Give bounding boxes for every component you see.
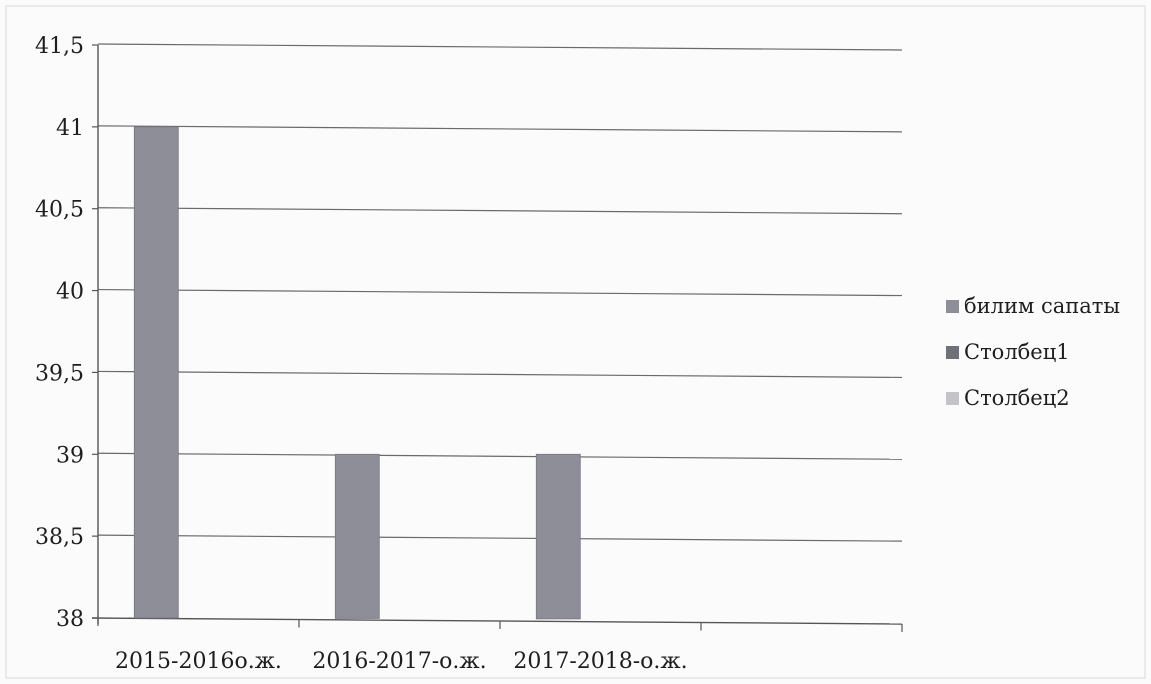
gridline — [97, 370, 903, 379]
gridline — [97, 288, 903, 297]
x-tick-labels: 2015-2016о.ж. 2016-2017-о.ж. 2017-2018-о.ж… — [115, 649, 688, 674]
legend-swatch — [946, 392, 959, 405]
y-tick-label: 38 — [56, 607, 84, 632]
x-tick-label: 2016-2017-о.ж. — [312, 649, 486, 674]
gridline — [97, 43, 903, 51]
y-tick-label: 39,5 — [35, 361, 84, 386]
y-tick-label: 38,5 — [35, 525, 84, 550]
y-tick-label: 39 — [56, 443, 84, 468]
gridline — [97, 125, 903, 133]
legend-swatch — [946, 346, 959, 359]
axes — [91, 44, 903, 632]
legend-label: Столбец1 — [964, 340, 1070, 364]
x-axis-line — [91, 617, 903, 625]
legend-label: Столбец2 — [964, 386, 1070, 410]
legend: билим сапаты Столбец1 Столбец2 — [946, 294, 1120, 410]
x-tick-label: 2015-2016о.ж. — [115, 649, 282, 674]
legend-swatch — [946, 300, 959, 313]
legend-label: билим сапаты — [964, 294, 1120, 318]
y-tick-label: 40 — [56, 280, 84, 305]
gridline — [97, 207, 903, 215]
grid-lines — [97, 43, 903, 542]
gridline — [97, 452, 903, 460]
y-tick-label: 41 — [56, 116, 84, 141]
gridline — [97, 534, 903, 542]
bars — [133, 126, 581, 620]
y-tick-label: 40,5 — [35, 198, 84, 223]
bar — [535, 453, 581, 620]
chart-frame — [5, 5, 1146, 679]
bar — [133, 126, 179, 619]
x-tick-label: 2017-2018-о.ж. — [513, 649, 687, 674]
bar — [334, 453, 380, 619]
y-tick-label: 41,5 — [35, 34, 84, 59]
y-tick-labels: 38 38,5 39 39,5 40 40,5 41 41,5 — [35, 34, 84, 632]
